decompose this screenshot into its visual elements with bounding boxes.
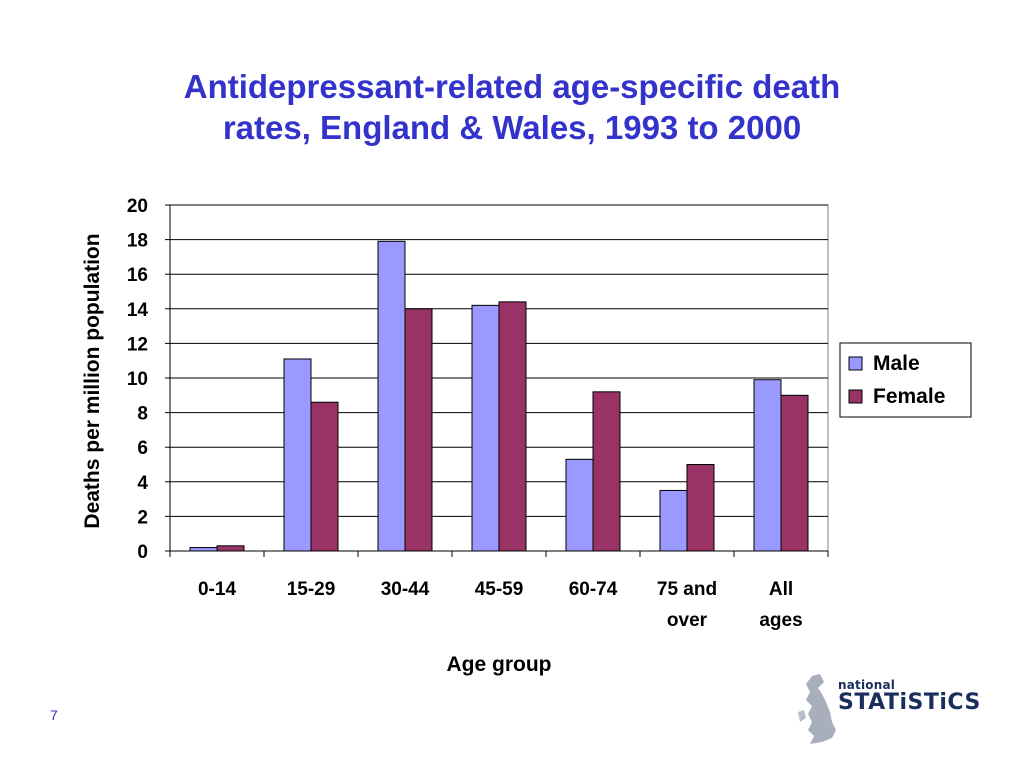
bar-male: [189, 547, 218, 552]
bar-female: [498, 301, 527, 552]
chart-title: Antidepressant-related age-specific deat…: [60, 66, 964, 148]
bar-female: [686, 464, 715, 552]
bar-female: [780, 394, 809, 552]
national-statistics-logo: national STATiSTiCS: [796, 672, 986, 750]
legend: [839, 342, 972, 418]
y-tick-label: 14: [127, 300, 149, 321]
x-tick-label: 75 and: [657, 579, 717, 600]
chart-title-line-2: rates, England & Wales, 1993 to 2000: [222, 109, 802, 146]
bar-male: [471, 304, 500, 552]
x-tick-label: 30-44: [381, 579, 430, 600]
bar-male: [377, 240, 406, 552]
page-number: 7: [50, 707, 58, 723]
legend-swatch-female: [848, 389, 863, 404]
y-tick-label: 6: [137, 438, 148, 459]
x-tick-label: 60-74: [569, 579, 618, 600]
x-tick-label: over: [667, 610, 708, 631]
chart-title-line-1: Antidepressant-related age-specific deat…: [183, 68, 841, 105]
logo-statistics-text: STATiSTiCS: [838, 690, 981, 715]
bar-male: [283, 358, 312, 552]
bar-male: [659, 489, 688, 552]
logo-national-text: national: [838, 678, 896, 692]
y-tick-label: 16: [127, 265, 148, 286]
bar-male: [753, 379, 782, 552]
uk-map-icon: [798, 674, 836, 744]
x-tick-label: 15-29: [287, 579, 336, 600]
bar-male: [565, 458, 594, 552]
y-tick-label: 0: [137, 542, 148, 563]
y-tick-label: 18: [127, 231, 148, 252]
bar-female: [592, 391, 621, 552]
bar-female: [216, 545, 245, 552]
x-tick-label: All: [769, 579, 793, 600]
legend-label-female: Female: [873, 385, 945, 408]
x-axis-label: Age group: [447, 653, 552, 676]
y-tick-label: 12: [127, 334, 148, 355]
bar-female: [404, 308, 433, 552]
y-tick-label: 4: [137, 473, 148, 494]
y-tick-label: 10: [127, 369, 148, 390]
legend-swatch-male: [848, 356, 863, 371]
y-axis-label: Deaths per million population: [81, 233, 104, 528]
x-tick-label: ages: [759, 610, 802, 631]
y-tick-label: 8: [137, 404, 148, 425]
x-tick-label: 45-59: [475, 579, 524, 600]
y-tick-label: 2: [137, 507, 148, 528]
legend-label-male: Male: [873, 352, 920, 375]
y-tick-label: 20: [127, 196, 148, 217]
x-tick-label: 0-14: [198, 579, 236, 600]
bar-female: [310, 401, 339, 552]
